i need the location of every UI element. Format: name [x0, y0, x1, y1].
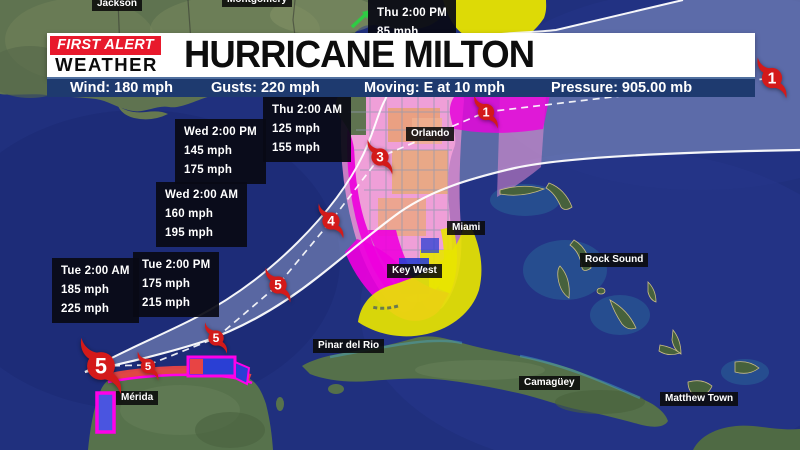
hurricane-icon-current-cat5: 5 — [72, 337, 130, 395]
forecast-box-wed-am: Wed 2:00 AM 160 mph 195 mph — [156, 182, 248, 247]
forecast-wind: 175 mph — [142, 278, 191, 290]
storm-stats-bar: Wind: 180 mph Gusts: 220 mph Moving: E a… — [47, 77, 755, 97]
yucatan — [88, 355, 284, 450]
storm-title: HURRICANE MILTON — [184, 34, 535, 76]
hurricane-icon-cat5: 5 — [133, 351, 163, 381]
title-banner: FIRST ALERT WEATHER HURRICANE MILTON — [47, 33, 755, 77]
category-number: 5 — [213, 331, 220, 345]
forecast-gusts: 175 mph — [184, 164, 233, 176]
category-number: 5 — [274, 278, 282, 293]
station-logo: FIRST ALERT WEATHER — [50, 35, 164, 75]
forecast-time: Wed 2:00 AM — [165, 189, 239, 201]
forecast-time: Tue 2:00 AM — [61, 265, 130, 277]
forecast-time: Thu 2:00 AM — [272, 104, 343, 116]
city-label-merida: Mérida — [116, 391, 159, 405]
category-number: 5 — [145, 361, 151, 373]
hurricane-icon-cat1: 1 — [469, 95, 503, 129]
city-label-montgomery: Montgomery — [222, 0, 292, 7]
category-number: 4 — [327, 214, 335, 229]
forecast-gusts: 195 mph — [165, 227, 214, 239]
forecast-wind: 185 mph — [61, 284, 110, 296]
city-label-miami: Miami — [447, 221, 486, 235]
forecast-wind: 145 mph — [184, 145, 233, 157]
city-label-key-west: Key West — [387, 264, 442, 278]
hurricane-icon-cat1-east: 1 — [751, 57, 793, 99]
forecast-box-thu-am: Thu 2:00 AM 125 mph 155 mph — [263, 97, 352, 162]
storm-track-line — [100, 77, 773, 367]
stat-movement: Moving: E at 10 mph — [364, 80, 505, 96]
hurricane-icon-cat5: 5 — [260, 267, 296, 303]
category-number: 5 — [95, 354, 107, 379]
city-label-orlando: Orlando — [406, 127, 455, 141]
category-number: 1 — [768, 70, 777, 87]
city-label-rock-sound: Rock Sound — [580, 253, 649, 267]
weather-wordmark: WEATHER — [55, 54, 158, 75]
city-label-camaguey: Camagüey — [519, 376, 580, 390]
category-number: 3 — [376, 150, 384, 165]
city-label-matthew-town: Matthew Town — [660, 392, 739, 406]
forecast-box-tue-pm: Tue 2:00 PM 175 mph 215 mph — [133, 252, 220, 317]
forecast-box-wed-pm: Wed 2:00 PM 145 mph 175 mph — [175, 119, 266, 184]
forecast-wind: 125 mph — [272, 123, 321, 135]
category-number: 1 — [482, 104, 489, 119]
forecast-wind: 160 mph — [165, 208, 214, 220]
forecast-gusts: 225 mph — [61, 303, 110, 315]
cuba — [302, 336, 668, 427]
forecast-gusts: 215 mph — [142, 297, 191, 309]
forecast-time: Wed 2:00 PM — [184, 126, 257, 138]
stat-wind: Wind: 180 mph — [70, 80, 173, 96]
stat-pressure: Pressure: 905.00 mb — [551, 80, 693, 96]
forecast-time: Tue 2:00 PM — [142, 259, 211, 271]
forecast-time: Thu 2:00 PM — [377, 7, 447, 19]
forecast-box-tue-am: Tue 2:00 AM 185 mph 225 mph — [52, 258, 139, 323]
first-alert-badge: FIRST ALERT — [50, 36, 161, 55]
stat-gusts: Gusts: 220 mph — [211, 80, 320, 96]
hurricane-icon-cat4: 4 — [313, 203, 349, 239]
hurricane-icon-cat3: 3 — [362, 139, 398, 175]
forecast-gusts: 155 mph — [272, 142, 321, 154]
city-label-jackson: Jackson — [92, 0, 143, 11]
city-label-pinar-del-rio: Pinar del Rio — [313, 339, 385, 353]
hurricane-icon-cat5: 5 — [200, 322, 232, 354]
